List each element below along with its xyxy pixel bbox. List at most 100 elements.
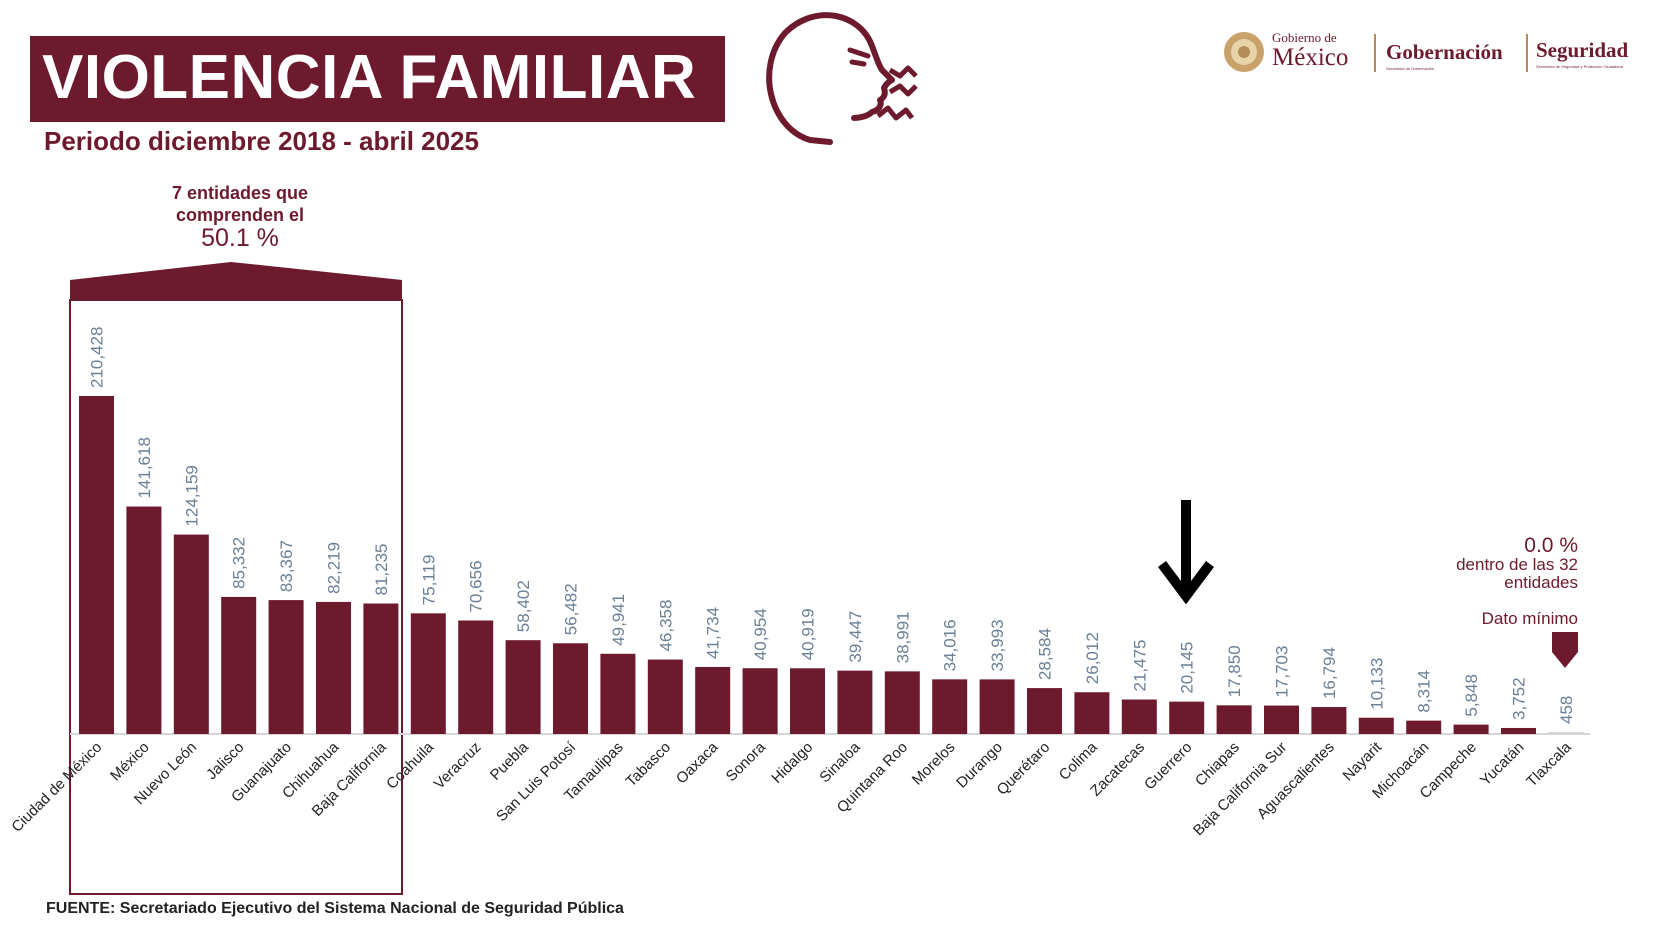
bar-guerrero — [1169, 701, 1205, 734]
value-label: 16,794 — [1320, 647, 1339, 699]
value-label: 141,618 — [135, 437, 154, 498]
value-label: 210,428 — [88, 327, 107, 388]
bar-durango — [979, 679, 1015, 734]
value-label: 81,235 — [372, 544, 391, 596]
down-arrow-icon — [1158, 500, 1214, 605]
bar-morelos — [932, 679, 968, 734]
minimum-label: Dato mínimo — [1481, 609, 1578, 628]
seguridad-sublabel: Secretaría de Seguridad y Protección Ciu… — [1536, 64, 1623, 69]
value-label: 38,991 — [893, 611, 912, 663]
category-label: Coahuila — [383, 738, 437, 792]
page-title: VIOLENCIA FAMILIAR — [42, 43, 697, 112]
bar-veracruz — [458, 620, 494, 734]
value-label: 70,656 — [467, 561, 486, 613]
category-label: Veracruz — [431, 739, 485, 793]
bar-nayarit — [1358, 717, 1394, 734]
value-label: 17,850 — [1225, 645, 1244, 697]
category-label: México — [107, 739, 153, 785]
speaking-face-icon — [766, 12, 918, 145]
bar-puebla — [505, 640, 541, 734]
bar-queretaro — [1027, 688, 1062, 734]
group-frame — [69, 299, 403, 895]
value-label: 17,703 — [1273, 646, 1292, 698]
value-label: 21,475 — [1130, 640, 1149, 692]
value-label: 458 — [1557, 696, 1576, 724]
group-percent: 50.1 % — [201, 224, 279, 252]
logo-divider — [1374, 34, 1376, 72]
bar-colima — [1074, 692, 1110, 734]
value-label: 82,219 — [325, 542, 344, 594]
category-label: Tabasco — [623, 739, 675, 791]
national-seal-icon — [1224, 32, 1264, 72]
value-label: 75,119 — [419, 555, 438, 606]
value-label: 34,016 — [941, 619, 960, 671]
category-label: Jalisco — [203, 739, 247, 783]
category-label: Ciudad de México — [8, 739, 105, 836]
bar-tamaulipas — [600, 653, 636, 734]
bar-baja-california — [363, 603, 399, 734]
category-label: Hidalgo — [768, 739, 816, 787]
value-label: 49,941 — [609, 594, 628, 646]
title-band — [30, 36, 725, 122]
bar-baja-california-sur — [1264, 705, 1299, 734]
value-label: 33,993 — [988, 619, 1007, 671]
value-label: 20,145 — [1178, 642, 1197, 694]
bar-ciudad-de-mexico — [79, 396, 114, 734]
bar-yucatan — [1501, 727, 1536, 734]
bar-mexico — [126, 506, 162, 734]
minimum-marker-icon — [1552, 632, 1578, 668]
government-logos: Gobierno de México Gobernación Secretarí… — [1222, 26, 1648, 80]
bar-jalisco — [221, 596, 257, 734]
category-label: Colima — [1056, 738, 1101, 783]
seguridad-label: Seguridad — [1536, 38, 1629, 62]
value-label: 8,314 — [1415, 670, 1434, 713]
value-label: 46,358 — [656, 600, 675, 652]
bar-campeche — [1453, 724, 1489, 734]
value-label: 28,584 — [1036, 628, 1055, 680]
bar-chihuahua — [316, 601, 351, 734]
bar-zacatecas — [1121, 699, 1157, 734]
value-label: 83,367 — [277, 540, 296, 592]
group-highlight-box — [69, 262, 403, 895]
category-label: San Luis Potosí — [493, 738, 580, 825]
category-label: Nayarit — [1340, 738, 1386, 784]
bar-hidalgo — [790, 668, 825, 734]
bar-sonora — [742, 668, 778, 734]
value-label: 5,848 — [1462, 674, 1481, 717]
bar-guanajuato — [268, 600, 304, 734]
bar-oaxaca — [695, 666, 731, 734]
source-note: FUENTE: Secretariado Ejecutivo del Siste… — [46, 900, 624, 917]
page-subtitle: Periodo diciembre 2018 - abril 2025 — [44, 126, 479, 156]
category-label: Puebla — [487, 738, 533, 784]
group-bracket — [70, 262, 402, 300]
value-label: 56,482 — [562, 583, 581, 635]
bar-san-luis-potosi — [553, 643, 588, 734]
bar-tabasco — [647, 659, 683, 734]
value-label: 39,447 — [846, 611, 865, 663]
category-label: Morelos — [909, 739, 959, 789]
mexico-label: México — [1272, 44, 1349, 71]
value-label: 41,734 — [704, 607, 723, 659]
bar-sinaloa — [837, 670, 873, 734]
gobierno-de-label: Gobierno de — [1272, 30, 1337, 45]
bar-quintana-roo — [884, 671, 920, 734]
minimum-note: dentro de las 32 entidades — [1456, 555, 1578, 592]
category-label: Yucatán — [1477, 739, 1527, 789]
value-label: 85,332 — [230, 537, 249, 589]
bar-tlaxcala — [1548, 732, 1584, 734]
gobernacion-sublabel: Secretaría de Gobernación — [1386, 66, 1435, 71]
bar-chiapas — [1216, 705, 1252, 734]
value-label: 40,919 — [799, 608, 818, 660]
value-label: 58,402 — [514, 580, 533, 632]
minimum-percent: 0.0 % — [1524, 534, 1578, 557]
category-label: Tlaxcala — [1523, 738, 1575, 790]
value-label: 26,012 — [1083, 632, 1102, 684]
value-label: 10,133 — [1367, 658, 1386, 710]
group-label: 7 entidades que comprenden el — [171, 183, 309, 225]
category-label: Guerrero — [1141, 739, 1195, 793]
bar-coahuila — [410, 613, 446, 734]
value-label: 124,159 — [182, 465, 201, 526]
bar-michoacan — [1406, 720, 1442, 734]
logo-divider — [1526, 34, 1528, 72]
